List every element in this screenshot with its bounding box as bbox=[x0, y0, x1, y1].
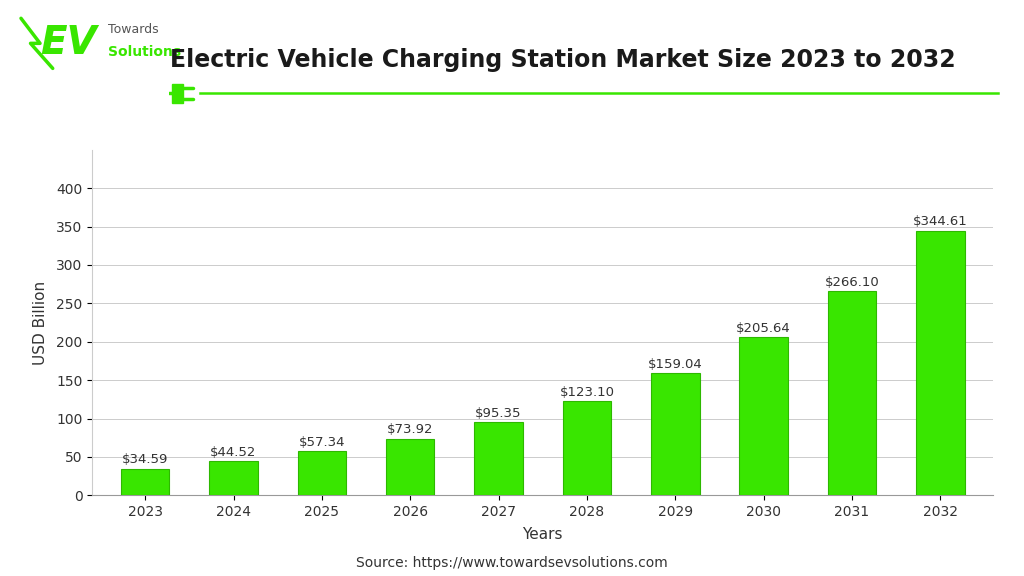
Y-axis label: USD Billion: USD Billion bbox=[33, 281, 48, 365]
Text: $205.64: $205.64 bbox=[736, 322, 791, 335]
Text: $123.10: $123.10 bbox=[559, 385, 614, 399]
Text: Towards: Towards bbox=[109, 22, 159, 36]
Text: $159.04: $159.04 bbox=[648, 358, 702, 371]
Text: Electric Vehicle Charging Station Market Size 2023 to 2032: Electric Vehicle Charging Station Market… bbox=[170, 48, 956, 73]
X-axis label: Years: Years bbox=[522, 528, 563, 543]
Text: EV: EV bbox=[40, 24, 96, 62]
Text: $34.59: $34.59 bbox=[122, 453, 168, 467]
Bar bbox=[739, 338, 787, 495]
Text: $344.61: $344.61 bbox=[913, 215, 968, 229]
Text: $44.52: $44.52 bbox=[210, 446, 257, 459]
Bar bbox=[209, 461, 258, 495]
Text: Solutions: Solutions bbox=[109, 45, 181, 59]
Text: $266.10: $266.10 bbox=[824, 276, 880, 289]
Text: $95.35: $95.35 bbox=[475, 407, 522, 420]
Bar bbox=[474, 422, 523, 495]
Bar bbox=[121, 469, 169, 495]
Polygon shape bbox=[172, 84, 183, 103]
Text: $57.34: $57.34 bbox=[299, 436, 345, 449]
Bar bbox=[386, 438, 434, 495]
Bar bbox=[562, 401, 611, 495]
Bar bbox=[827, 291, 877, 495]
Bar bbox=[651, 373, 699, 495]
Bar bbox=[298, 452, 346, 495]
Bar bbox=[916, 231, 965, 495]
Text: $73.92: $73.92 bbox=[387, 423, 433, 436]
Text: Source: https://www.towardsevsolutions.com: Source: https://www.towardsevsolutions.c… bbox=[356, 556, 668, 570]
